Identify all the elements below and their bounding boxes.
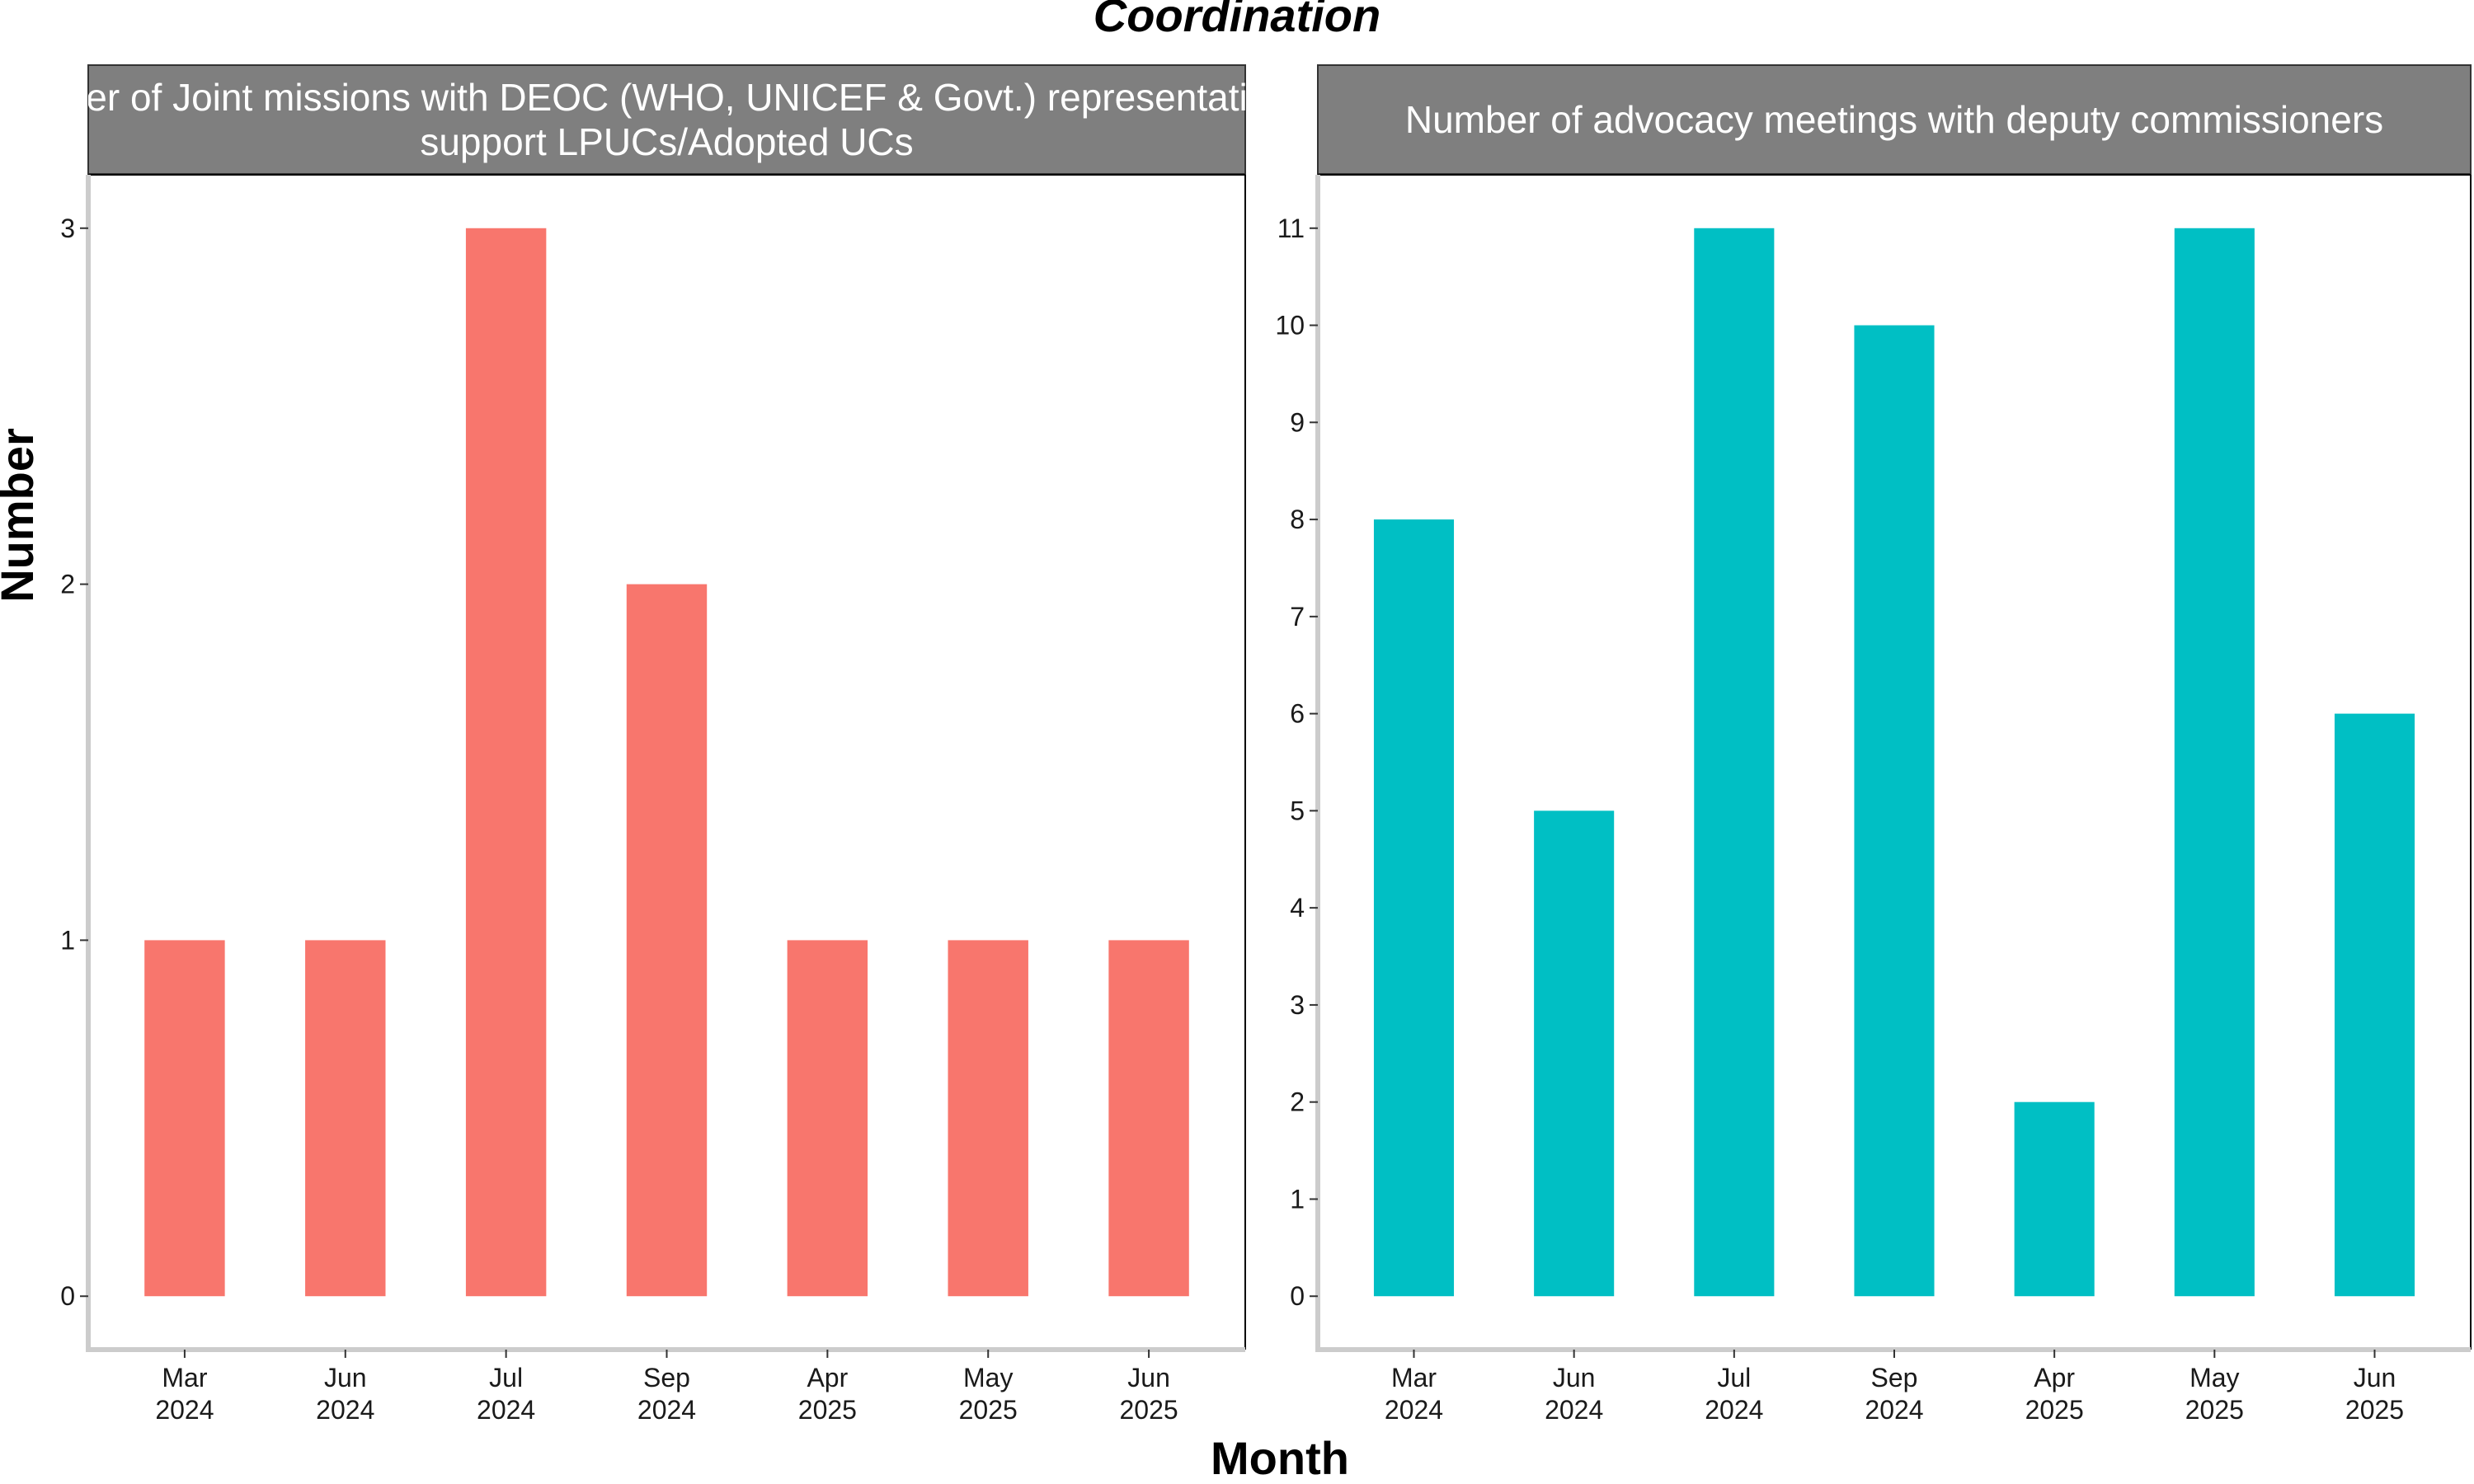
bar <box>2174 228 2255 1297</box>
strip-title-line: support LPUCs/Adopted UCs <box>420 120 913 163</box>
x-tick-label-month: Apr <box>2034 1363 2075 1392</box>
y-tick-label: 1 <box>60 925 75 955</box>
y-axis-title: Number <box>0 428 43 603</box>
y-tick-label: 9 <box>1290 407 1305 437</box>
x-tick-label-month: Sep <box>643 1363 690 1392</box>
x-tick-label-year: 2024 <box>155 1395 214 1425</box>
x-tick-label-month: Mar <box>1391 1363 1437 1392</box>
x-tick-label-year: 2024 <box>316 1395 374 1425</box>
bar <box>1694 228 1775 1297</box>
bar <box>787 940 868 1297</box>
x-tick-label-year: 2024 <box>1385 1395 1443 1425</box>
bar <box>948 940 1028 1297</box>
x-tick-label-year: 2025 <box>798 1395 857 1425</box>
x-tick-label-month: Jun <box>1553 1363 1596 1392</box>
y-tick-label: 3 <box>1290 990 1305 1020</box>
bar <box>144 940 225 1297</box>
x-tick-label-month: Jun <box>2354 1363 2396 1392</box>
bar <box>2014 1101 2095 1297</box>
x-tick-label-year: 2025 <box>2185 1395 2244 1425</box>
x-tick-label-year: 2024 <box>477 1395 535 1425</box>
x-tick-label-year: 2025 <box>2345 1395 2404 1425</box>
x-tick-label-month: Mar <box>162 1363 207 1392</box>
y-tick-label: 3 <box>60 214 75 243</box>
y-tick-label: 0 <box>60 1281 75 1311</box>
x-tick-label-month: Jul <box>489 1363 523 1392</box>
x-tick-label-year: 2024 <box>637 1395 696 1425</box>
y-tick-label: 11 <box>1277 214 1305 243</box>
x-tick-label-month: Jul <box>1717 1363 1751 1392</box>
facet-panels: Number of Joint missions with DEOC (WHO,… <box>0 64 2472 1425</box>
y-tick-label: 2 <box>60 570 75 599</box>
y-tick-label: 2 <box>1290 1087 1305 1117</box>
x-tick-label-month: Apr <box>807 1363 848 1392</box>
y-tick-label: 0 <box>1290 1281 1305 1311</box>
y-tick-label: 10 <box>1275 311 1305 340</box>
bar <box>1373 519 1455 1297</box>
bar <box>1108 940 1189 1297</box>
x-axis-title: Month <box>1211 1432 1349 1484</box>
y-tick-label: 6 <box>1290 699 1305 729</box>
y-tick-label: 4 <box>1290 893 1305 923</box>
chart-title: Coordination <box>1094 0 1380 41</box>
bar <box>465 228 547 1297</box>
strip-title-line: Number of advocacy meetings with deputy … <box>1405 98 2383 141</box>
bar <box>305 940 386 1297</box>
bar <box>2334 713 2415 1297</box>
x-tick-label-year: 2024 <box>1705 1395 1763 1425</box>
y-tick-label: 5 <box>1290 796 1305 825</box>
panel-strip <box>1317 64 2472 175</box>
bar <box>1854 325 1935 1297</box>
y-tick-label: 8 <box>1290 505 1305 534</box>
strip-title-line: Number of Joint missions with DEOC (WHO,… <box>0 76 1348 119</box>
x-tick-label-month: Sep <box>1871 1363 1918 1392</box>
x-tick-label-month: May <box>963 1363 1013 1392</box>
panel-1: Number of Joint missions with DEOC (WHO,… <box>0 64 1348 1425</box>
bar <box>626 584 708 1297</box>
y-tick-label: 1 <box>1290 1184 1305 1214</box>
x-tick-label-year: 2025 <box>2025 1395 2084 1425</box>
x-tick-label-year: 2025 <box>1119 1395 1178 1425</box>
x-tick-label-month: Jun <box>324 1363 367 1392</box>
y-tick-label: 7 <box>1290 602 1305 632</box>
bar <box>1534 810 1615 1297</box>
panel-strip <box>87 64 1246 175</box>
x-tick-label-year: 2024 <box>1865 1395 1923 1425</box>
x-tick-label-year: 2025 <box>959 1395 1018 1425</box>
x-tick-label-month: May <box>2189 1363 2239 1392</box>
x-tick-label-year: 2024 <box>1545 1395 1603 1425</box>
panel-2: Number of advocacy meetings with deputy … <box>1275 64 2472 1425</box>
x-tick-label-month: Jun <box>1127 1363 1170 1392</box>
